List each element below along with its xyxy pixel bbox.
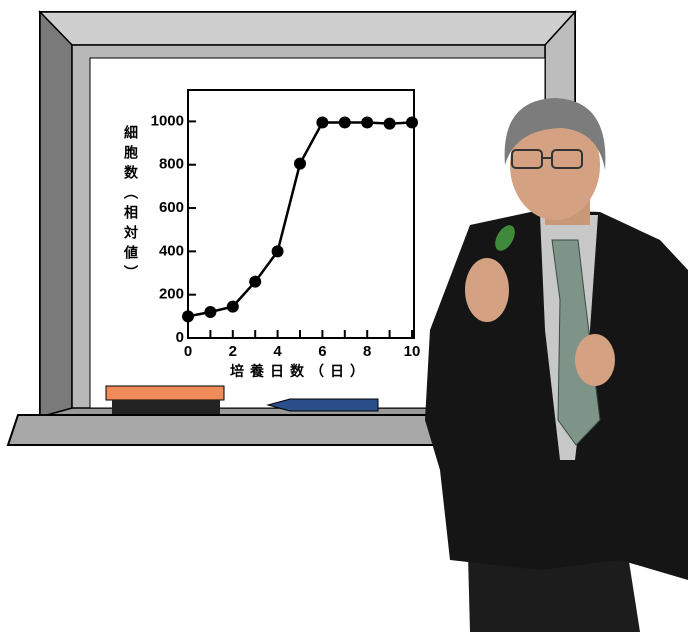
ledge xyxy=(6,414,481,446)
x-tick-label: 2 xyxy=(229,343,237,360)
data-point xyxy=(249,275,262,288)
data-point xyxy=(406,116,418,129)
eraser-top xyxy=(105,385,225,401)
y-tick-label: 600 xyxy=(159,199,184,216)
data-point xyxy=(316,116,329,129)
presenter xyxy=(425,98,688,632)
y-tick-label: 200 xyxy=(159,286,184,303)
y-tick-label: 800 xyxy=(159,156,184,173)
data-point xyxy=(182,310,194,323)
x-axis-title: 培養日数（日） xyxy=(230,363,370,380)
x-tick-label: 4 xyxy=(273,343,282,360)
data-point xyxy=(383,117,396,130)
x-tick-label: 10 xyxy=(404,343,421,360)
y-tick-label: 0 xyxy=(176,329,184,346)
data-point xyxy=(338,116,351,129)
frame-bevel-top xyxy=(38,11,577,46)
right-hand xyxy=(575,334,615,386)
x-tick-label: 6 xyxy=(318,343,326,360)
y-tick-label: 1000 xyxy=(151,112,184,129)
glasses xyxy=(511,149,583,169)
face xyxy=(510,110,600,220)
x-tick-label: 8 xyxy=(363,343,371,360)
left-hand xyxy=(465,258,509,322)
data-point xyxy=(294,157,306,170)
frame-bevel-left xyxy=(39,10,73,418)
data-point xyxy=(204,306,217,319)
data-point xyxy=(271,245,284,258)
marker xyxy=(266,398,379,412)
hair xyxy=(504,98,606,170)
eraser-base xyxy=(112,400,220,414)
plot: 培養日数（日） 細胞数（相対値） 0 200 400 600 800 1000 0 2 4 6 8 1… xyxy=(122,89,421,380)
y-axis-title: 細胞数（相対値） xyxy=(122,124,139,285)
data-point xyxy=(226,300,239,313)
tie xyxy=(551,239,601,446)
leaf xyxy=(495,225,515,251)
data-point xyxy=(361,116,374,129)
x-tick-label: 0 xyxy=(184,343,192,360)
y-tick-label: 400 xyxy=(159,242,184,259)
